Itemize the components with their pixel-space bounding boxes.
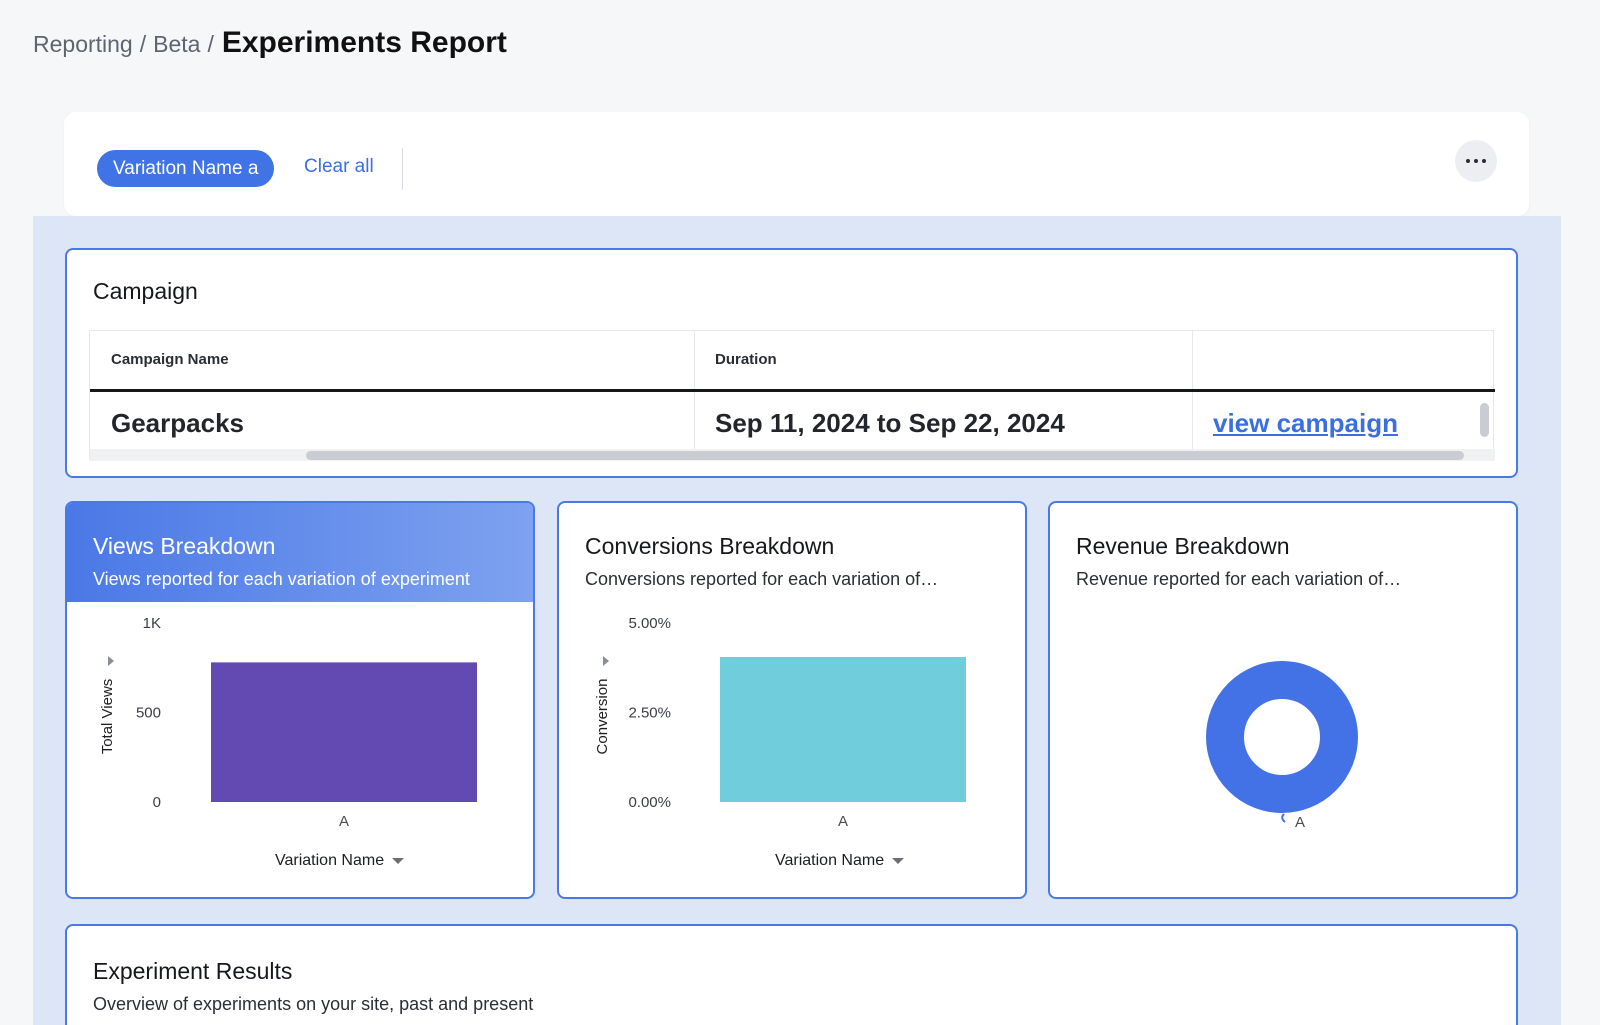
filter-chip-variation[interactable]: Variation Name a xyxy=(97,150,275,187)
revenue-subtitle: Revenue reported for each variation of… xyxy=(1076,569,1402,589)
conversions-subtitle: Conversions reported for each variation … xyxy=(585,569,939,589)
cell-duration: Sep 11, 2024 to Sep 22, 2024 xyxy=(715,408,1065,438)
column-header-duration[interactable]: Duration xyxy=(715,351,777,368)
views-breakdown-card[interactable]: Views Breakdown Views reported for each … xyxy=(65,501,535,899)
column-header-campaign-name[interactable]: Campaign Name xyxy=(111,351,229,368)
views-subtitle: Views reported for each variation of exp… xyxy=(93,569,470,589)
filter-bar: Variation Name a Clear all xyxy=(64,112,1529,216)
results-subtitle: Overview of experiments on your site, pa… xyxy=(93,994,534,1014)
views-title: Views Breakdown xyxy=(93,533,276,559)
clear-all-button[interactable]: Clear all xyxy=(304,156,374,177)
conversions-y-tick-label: 2.50% xyxy=(628,705,671,722)
experiment-results-card: Experiment Results Overview of experimen… xyxy=(65,924,1518,1025)
conversions-bar xyxy=(720,657,966,802)
conversions-y-axis-label: Conversion xyxy=(594,679,611,755)
views-x-axis-label: Variation Name xyxy=(275,852,385,869)
conversions-x-tick-label: A xyxy=(838,813,848,830)
views-y-tick-label: 0 xyxy=(153,794,161,811)
views-y-tick-label: 500 xyxy=(136,705,161,722)
views-card-header xyxy=(67,503,533,602)
conversions-x-axis-label: Variation Name xyxy=(775,852,885,869)
breadcrumb-reporting[interactable]: Reporting xyxy=(33,31,133,57)
column-divider xyxy=(694,331,695,461)
conversions-x-axis-dropdown[interactable]: Variation Name xyxy=(775,852,905,870)
breadcrumb-separator: / xyxy=(207,31,214,57)
breadcrumb-beta[interactable]: Beta xyxy=(153,31,201,57)
chevron-right-icon xyxy=(108,656,114,666)
vertical-scrollbar-thumb[interactable] xyxy=(1480,403,1489,437)
chevron-down-icon xyxy=(892,857,905,864)
column-divider xyxy=(1192,331,1193,461)
conversions-breakdown-card[interactable]: Conversions Breakdown Conversions report… xyxy=(557,501,1027,899)
campaign-card: Campaign Campaign Name Duration Gearpack… xyxy=(65,248,1518,478)
breadcrumb: Reporting / Beta / Experiments Report xyxy=(33,26,507,60)
view-campaign-link[interactable]: view campaign xyxy=(1213,408,1398,438)
more-horizontal-icon xyxy=(1466,159,1470,163)
column-header-actions xyxy=(1192,331,1495,389)
views-x-tick-label: A xyxy=(339,813,349,830)
revenue-breakdown-card[interactable]: Revenue Breakdown Revenue reported for e… xyxy=(1048,501,1518,899)
views-bar-chart: 0 500 1K Total Views A xyxy=(99,615,477,830)
horizontal-scrollbar-thumb[interactable] xyxy=(306,451,1464,460)
more-horizontal-icon xyxy=(1482,159,1486,163)
divider xyxy=(402,148,403,190)
header-underline xyxy=(90,389,1495,392)
views-y-axis-label: Total Views xyxy=(99,679,116,755)
breadcrumb-separator: / xyxy=(139,31,147,57)
results-title: Experiment Results xyxy=(93,958,293,984)
revenue-title: Revenue Breakdown xyxy=(1076,533,1290,559)
chevron-down-icon xyxy=(392,857,405,864)
revenue-donut-chart: A xyxy=(1206,661,1358,831)
campaign-title: Campaign xyxy=(93,278,198,304)
conversions-bar-chart: 0.00% 2.50% 5.00% Conversion A xyxy=(594,615,966,830)
conversions-y-tick-label: 5.00% xyxy=(628,615,671,632)
views-y-tick-label: 1K xyxy=(143,615,161,632)
cell-campaign-name: Gearpacks xyxy=(111,408,244,438)
page-title: Experiments Report xyxy=(221,26,507,59)
revenue-slice-label: A xyxy=(1295,814,1305,831)
more-horizontal-icon xyxy=(1474,159,1478,163)
revenue-label-leader xyxy=(1281,813,1286,823)
conversions-y-tick-label: 0.00% xyxy=(628,794,671,811)
views-bar xyxy=(211,662,477,802)
campaign-table: Campaign Name Duration Gearpacks Sep 11,… xyxy=(89,330,1495,461)
more-options-button[interactable] xyxy=(1455,140,1497,182)
conversions-title: Conversions Breakdown xyxy=(585,533,835,559)
views-x-axis-dropdown[interactable]: Variation Name xyxy=(275,852,405,870)
revenue-slice xyxy=(1206,661,1358,813)
chevron-right-icon xyxy=(603,656,609,666)
